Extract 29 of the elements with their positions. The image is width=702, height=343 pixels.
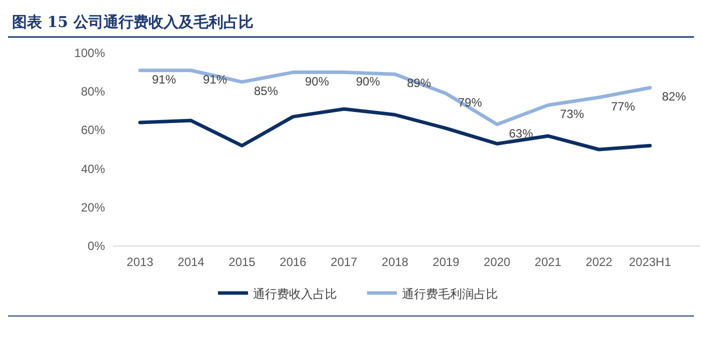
x-tick-label: 2020 [484, 255, 511, 269]
x-tick-label: 2014 [178, 255, 205, 269]
line-series [138, 68, 652, 126]
x-tick-label: 2019 [432, 255, 460, 269]
y-tick-label: 40% [80, 162, 106, 176]
y-tick-label: 20% [80, 200, 106, 214]
chart-title: 图表 15 公司通行费收入及毛利占比 [12, 13, 254, 31]
y-tick-label: 0% [88, 239, 106, 253]
data-label: 77% [610, 99, 636, 114]
x-tick-label: 2013 [126, 255, 154, 269]
x-tick-label: 2016 [280, 255, 307, 269]
data-label: 90% [356, 74, 380, 88]
data-label: 90% [304, 74, 330, 88]
data-label: 63% [508, 126, 534, 140]
y-tick-label: 100% [74, 46, 106, 60]
x-tick-label: 2015 [228, 255, 256, 269]
y-tick-label: 80% [80, 84, 106, 99]
data-label: 73% [560, 107, 584, 122]
y-tick-label: 60% [80, 123, 106, 138]
x-tick-label: 2023H1 [628, 255, 672, 269]
x-tick-label: 2018 [382, 255, 409, 269]
legend-label: 通行费收入占比 [253, 287, 337, 301]
data-label: 82% [662, 90, 686, 104]
legend-label: 通行费毛利润占比 [402, 287, 498, 301]
data-label: 91% [152, 72, 176, 86]
x-tick-label: 2022 [586, 255, 613, 269]
x-tick-label: 2017 [330, 255, 358, 269]
x-tick-label: 2021 [534, 255, 562, 269]
data-label: 85% [254, 84, 278, 98]
